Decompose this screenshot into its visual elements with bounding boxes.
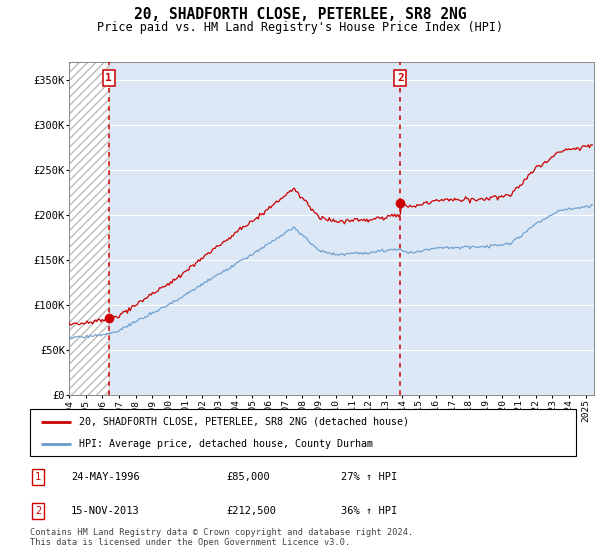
Text: HPI: Average price, detached house, County Durham: HPI: Average price, detached house, Coun… [79, 438, 373, 449]
Text: 36% ↑ HPI: 36% ↑ HPI [341, 506, 397, 516]
Text: 2: 2 [35, 506, 41, 516]
Text: Price paid vs. HM Land Registry's House Price Index (HPI): Price paid vs. HM Land Registry's House … [97, 21, 503, 34]
Bar [69, 62, 109, 395]
Text: 20, SHADFORTH CLOSE, PETERLEE, SR8 2NG (detached house): 20, SHADFORTH CLOSE, PETERLEE, SR8 2NG (… [79, 417, 409, 427]
Text: 1: 1 [106, 73, 112, 83]
Text: Contains HM Land Registry data © Crown copyright and database right 2024.
This d: Contains HM Land Registry data © Crown c… [30, 528, 413, 547]
Text: £85,000: £85,000 [227, 472, 271, 482]
Text: 27% ↑ HPI: 27% ↑ HPI [341, 472, 397, 482]
Text: 1: 1 [35, 472, 41, 482]
Text: £212,500: £212,500 [227, 506, 277, 516]
Text: 2: 2 [397, 73, 404, 83]
Text: 24-MAY-1996: 24-MAY-1996 [71, 472, 140, 482]
Text: 15-NOV-2013: 15-NOV-2013 [71, 506, 140, 516]
Text: 20, SHADFORTH CLOSE, PETERLEE, SR8 2NG: 20, SHADFORTH CLOSE, PETERLEE, SR8 2NG [134, 7, 466, 22]
